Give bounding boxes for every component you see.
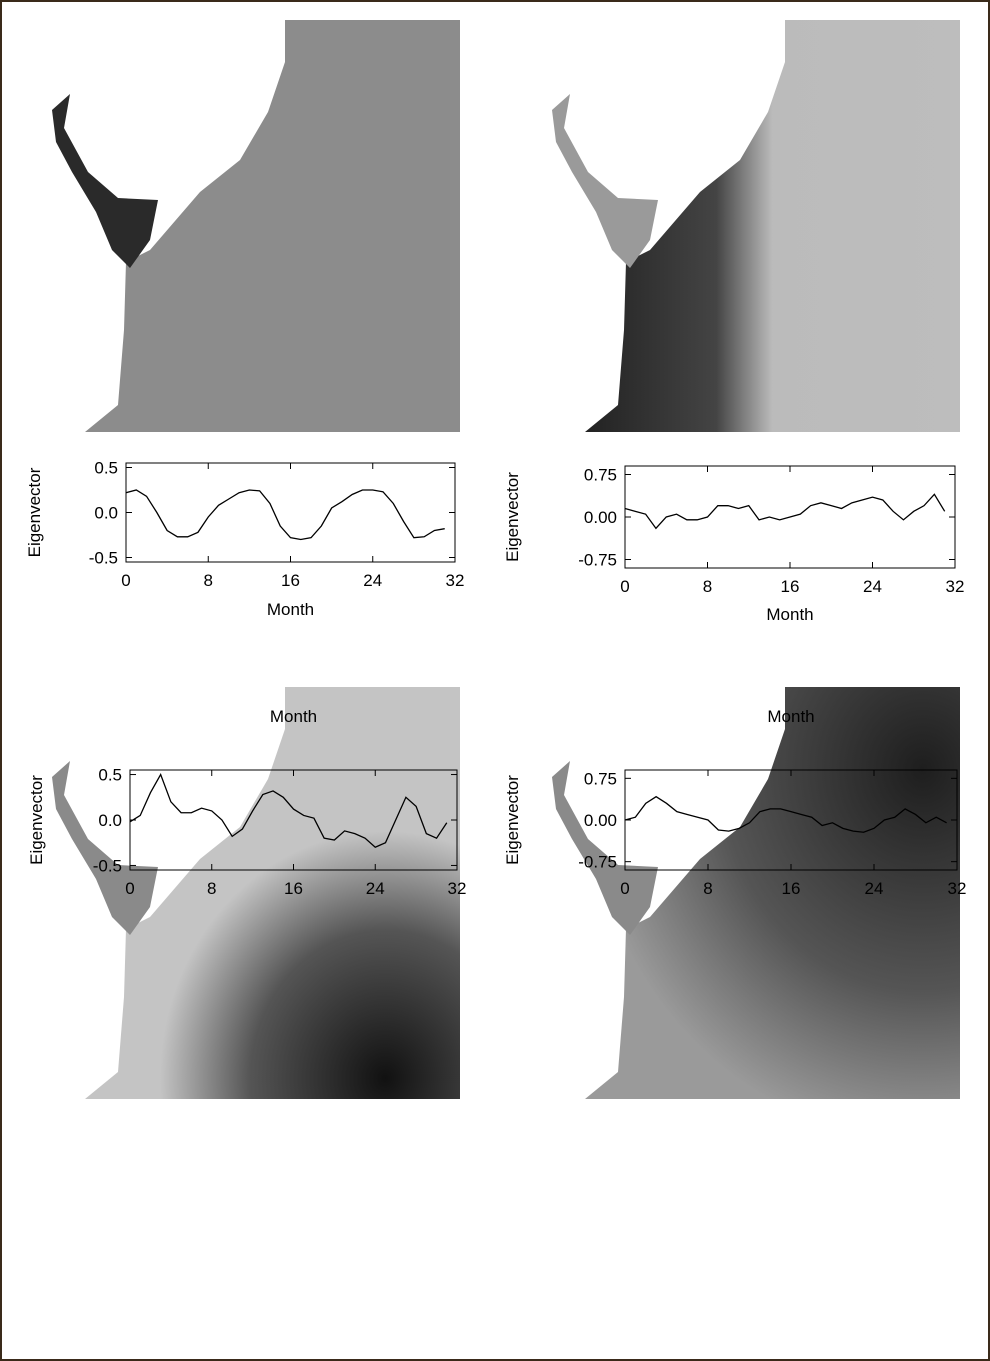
y-tick-label: 0.0	[98, 811, 122, 830]
y-tick-label: 0.5	[98, 766, 122, 785]
x-tick-label: 16	[284, 879, 303, 898]
x-tick-label: 0	[125, 879, 134, 898]
plot-frame	[125, 462, 456, 563]
x-tick-label: 16	[281, 571, 300, 590]
x-tick-label: 24	[865, 879, 884, 898]
line-series	[624, 493, 946, 530]
x-tick-label: 8	[207, 879, 216, 898]
map	[52, 20, 460, 432]
x-tick-label: 16	[781, 577, 800, 596]
map	[552, 687, 960, 1099]
y-axis-label: Eigenvector	[27, 775, 46, 865]
x-axis-label: Month	[766, 605, 813, 624]
x-tick-label: 0	[121, 571, 130, 590]
x-axis-label: Month	[267, 600, 314, 619]
x-tick-label: 24	[366, 879, 385, 898]
line-series	[129, 773, 448, 849]
y-tick-label: 0.75	[584, 769, 617, 788]
y-tick-label: -0.5	[93, 856, 122, 875]
x-tick-label: 0	[620, 577, 629, 596]
y-tick-label: -0.75	[578, 551, 617, 570]
y-tick-label: -0.75	[578, 853, 617, 872]
x-tick-label: 8	[703, 577, 712, 596]
x-tick-label: 16	[782, 879, 801, 898]
x-tick-label: 32	[448, 879, 467, 898]
y-tick-label: 0.5	[94, 459, 118, 478]
y-tick-label: -0.5	[89, 549, 118, 568]
y-axis-label: Eigenvector	[503, 472, 522, 562]
x-tick-label: 24	[363, 571, 382, 590]
x-tick-label: 32	[946, 577, 965, 596]
x-tick-label: 8	[703, 879, 712, 898]
y-tick-label: 0.00	[584, 508, 617, 527]
x-tick-label: 32	[446, 571, 465, 590]
y-tick-label: 0.0	[94, 504, 118, 523]
line-series	[624, 795, 947, 833]
y-tick-label: 0.75	[584, 466, 617, 485]
x-axis-label: Month	[270, 707, 317, 726]
x-axis-label: Month	[767, 707, 814, 726]
x-tick-label: 32	[948, 879, 967, 898]
y-axis-label: Eigenvector	[25, 467, 44, 557]
map	[552, 20, 960, 432]
map	[52, 687, 460, 1099]
line-series	[125, 489, 445, 541]
y-tick-label: 0.00	[584, 811, 617, 830]
y-axis-label: Eigenvector	[503, 775, 522, 865]
x-tick-label: 24	[863, 577, 882, 596]
x-tick-label: 0	[620, 879, 629, 898]
x-tick-label: 8	[204, 571, 213, 590]
